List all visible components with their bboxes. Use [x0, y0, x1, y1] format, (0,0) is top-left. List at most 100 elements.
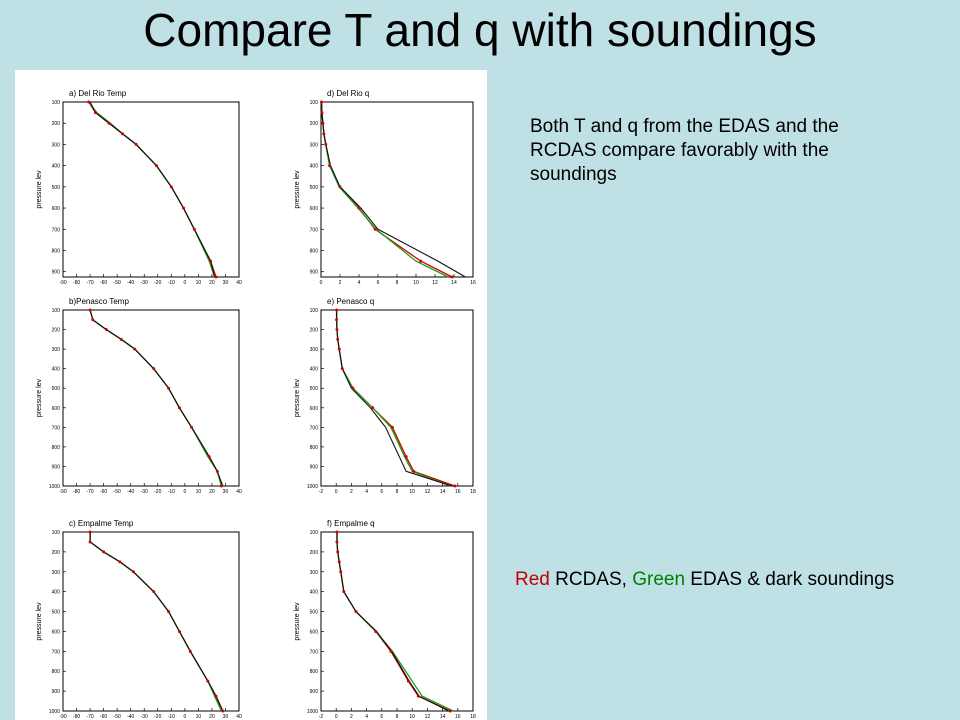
data-point-rcdas: [214, 275, 218, 279]
data-point-rcdas: [416, 694, 420, 698]
x-tick-label: 12: [425, 489, 431, 495]
data-point-rcdas: [107, 121, 111, 125]
x-tick-label: -10: [168, 280, 175, 286]
data-point-rcdas: [192, 227, 196, 231]
y-tick-label: 400: [310, 367, 319, 373]
x-tick-label: 0: [335, 714, 338, 720]
x-tick-label: 10: [409, 489, 415, 495]
chart-title: c) Empalme Temp: [69, 519, 134, 528]
x-tick-label: -20: [154, 714, 161, 720]
data-point-rcdas: [190, 425, 194, 429]
data-point-rcdas: [319, 100, 323, 104]
y-tick-label: 400: [310, 590, 319, 596]
x-tick-label: 30: [223, 714, 229, 720]
data-point-rcdas: [390, 425, 394, 429]
x-tick-label: -2: [319, 714, 324, 720]
y-axis-label: pressure lev: [294, 170, 301, 209]
data-point-rcdas: [209, 259, 213, 263]
x-tick-label: 8: [396, 714, 399, 720]
y-tick-label: 900: [52, 270, 61, 276]
x-tick-label: -50: [114, 714, 121, 720]
x-tick-label: 16: [455, 489, 461, 495]
x-tick-label: 20: [209, 714, 215, 720]
y-tick-label: 1000: [49, 709, 60, 715]
y-tick-label: 800: [310, 669, 319, 675]
x-tick-label: -40: [127, 489, 134, 495]
x-tick-label: 6: [380, 489, 383, 495]
legend-red-word: Red: [515, 569, 550, 590]
y-tick-label: 100: [52, 100, 61, 106]
x-tick-label: 0: [183, 714, 186, 720]
data-point-rcdas: [152, 590, 156, 594]
data-point-rcdas: [88, 308, 92, 312]
data-point-rcdas: [177, 629, 181, 633]
x-tick-label: 10: [196, 280, 202, 286]
data-point-rcdas: [342, 590, 346, 594]
y-tick-label: 400: [52, 590, 61, 596]
x-tick-label: 2: [339, 280, 342, 286]
y-tick-label: 900: [310, 270, 319, 276]
x-tick-label: 0: [335, 489, 338, 495]
y-tick-label: 700: [52, 227, 61, 233]
legend-green-word: Green: [632, 569, 686, 590]
data-point-rcdas: [354, 610, 358, 614]
series-line-sounding: [336, 532, 449, 712]
y-tick-label: 300: [310, 570, 319, 576]
x-tick-label: 6: [380, 714, 383, 720]
x-tick-label: -20: [154, 280, 161, 286]
x-tick-label: 2: [350, 489, 353, 495]
x-tick-label: 14: [451, 280, 457, 286]
y-tick-label: 500: [52, 386, 61, 392]
data-point-rcdas: [328, 164, 332, 168]
x-tick-label: 30: [223, 489, 229, 495]
data-point-rcdas: [118, 560, 122, 564]
y-tick-label: 500: [52, 185, 61, 191]
x-tick-label: -50: [114, 280, 121, 286]
y-tick-label: 1000: [307, 709, 318, 715]
x-tick-label: -70: [86, 489, 93, 495]
y-tick-label: 800: [310, 248, 319, 254]
x-tick-label: -90: [59, 280, 66, 286]
y-tick-label: 400: [52, 367, 61, 373]
x-tick-label: 4: [365, 714, 368, 720]
data-point-rcdas: [167, 610, 171, 614]
y-tick-label: 300: [52, 347, 61, 353]
y-tick-label: 300: [310, 142, 319, 148]
data-point-rcdas: [337, 560, 341, 564]
data-point-rcdas: [335, 308, 339, 312]
x-tick-label: -60: [100, 714, 107, 720]
data-point-rcdas: [371, 406, 375, 410]
data-point-rcdas: [104, 328, 108, 332]
data-point-rcdas: [351, 386, 355, 390]
x-tick-label: -80: [73, 489, 80, 495]
x-tick-label: -60: [100, 280, 107, 286]
data-point-rcdas: [215, 469, 219, 473]
plot-frame: [320, 531, 474, 712]
data-point-rcdas: [335, 328, 339, 332]
y-tick-label: 500: [310, 386, 319, 392]
x-tick-label: 14: [440, 714, 446, 720]
x-tick-label: 12: [425, 714, 431, 720]
x-tick-label: -90: [59, 489, 66, 495]
y-tick-label: 700: [52, 425, 61, 431]
data-point-rcdas: [335, 318, 339, 322]
chart-title: f) Empalme q: [327, 519, 375, 528]
y-tick-label: 700: [310, 649, 319, 655]
data-point-rcdas: [214, 694, 218, 698]
y-tick-label: 600: [310, 206, 319, 212]
y-tick-label: 600: [52, 406, 61, 412]
y-tick-label: 100: [52, 530, 61, 536]
data-point-rcdas: [336, 337, 340, 341]
x-tick-label: 40: [236, 280, 242, 286]
y-tick-label: 600: [310, 406, 319, 412]
data-point-rcdas: [357, 206, 361, 210]
y-tick-label: 800: [52, 445, 61, 451]
legend-red-label: RCDAS,: [549, 569, 633, 590]
y-tick-label: 200: [52, 550, 61, 556]
x-tick-label: 30: [223, 280, 229, 286]
y-tick-label: 400: [52, 164, 61, 170]
plot-frame: [62, 531, 240, 712]
data-point-rcdas: [389, 649, 393, 653]
data-point-rcdas: [154, 164, 158, 168]
data-point-rcdas: [374, 629, 378, 633]
